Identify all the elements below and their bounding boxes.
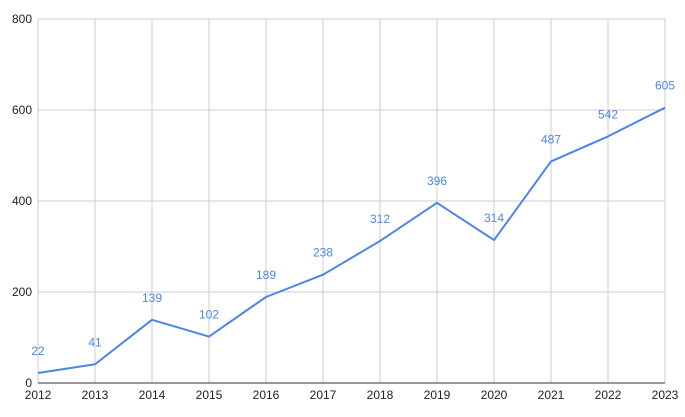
x-tick-label: 2014 xyxy=(139,388,166,402)
data-label: 238 xyxy=(313,246,333,260)
x-tick-label: 2022 xyxy=(595,388,622,402)
data-label: 102 xyxy=(199,308,219,322)
y-tick-label: 800 xyxy=(12,12,32,26)
x-tick-label: 2021 xyxy=(538,388,565,402)
data-label: 542 xyxy=(598,107,618,121)
y-tick-label: 200 xyxy=(12,285,32,299)
x-tick-label: 2019 xyxy=(424,388,451,402)
axis-layer: 0 200 400 600 800 2012 2013 2014 2015 2016 2017 201… xyxy=(12,12,679,402)
data-label: 396 xyxy=(427,174,447,188)
data-label: 605 xyxy=(655,79,675,93)
x-tick-label: 2018 xyxy=(367,388,394,402)
data-label-layer: 22 41 139 102 189 238 312 396 314 487 542 605 xyxy=(31,79,675,358)
data-label: 314 xyxy=(484,211,504,225)
y-tick-label: 0 xyxy=(25,376,32,390)
data-label: 189 xyxy=(256,268,276,282)
x-tick-label: 2012 xyxy=(25,388,52,402)
x-tick-label: 2013 xyxy=(82,388,109,402)
data-label: 312 xyxy=(370,212,390,226)
y-tick-label: 400 xyxy=(12,194,32,208)
x-tick-label: 2016 xyxy=(253,388,280,402)
series-layer xyxy=(37,106,666,374)
x-tick-label: 2023 xyxy=(652,388,679,402)
x-tick-label: 2017 xyxy=(310,388,337,402)
y-tick-label: 600 xyxy=(12,103,32,117)
data-label: 22 xyxy=(31,344,45,358)
data-label: 487 xyxy=(541,132,561,146)
grid-layer xyxy=(37,18,666,383)
x-tick-label: 2020 xyxy=(481,388,508,402)
series-line xyxy=(37,106,666,374)
data-label: 139 xyxy=(142,291,162,305)
data-label: 41 xyxy=(88,335,102,349)
x-tick-label: 2015 xyxy=(196,388,223,402)
